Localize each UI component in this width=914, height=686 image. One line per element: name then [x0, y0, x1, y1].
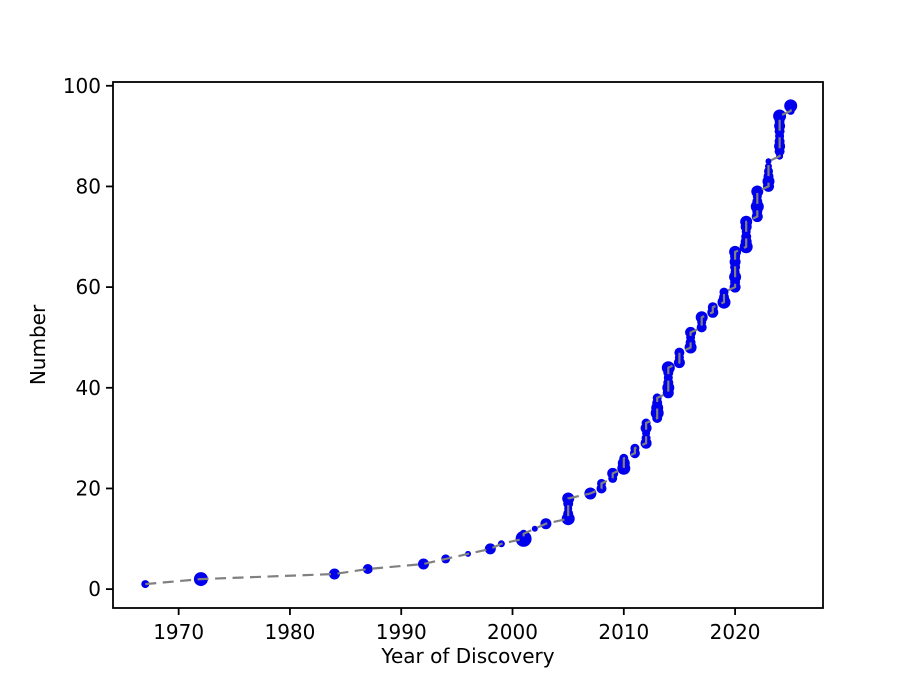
y-tick-label: 20 — [76, 476, 101, 500]
y-axis-label: Number — [26, 304, 50, 385]
data-point — [515, 530, 532, 547]
y-tick-label: 0 — [88, 577, 101, 601]
ticks-layer: 1970 1980 1990 2000 2010 2020 0 20 40 60 80 100 — [63, 74, 761, 644]
data-point — [418, 558, 429, 570]
y-tick-label: 80 — [76, 174, 101, 198]
data-point — [751, 185, 764, 198]
data-point — [362, 564, 373, 574]
scatter-points-layer — [141, 99, 798, 589]
x-tick-label: 1980 — [264, 620, 315, 644]
x-tick-label: 2020 — [710, 620, 761, 644]
y-tick-label: 100 — [63, 74, 101, 98]
trend-dashed-line — [145, 105, 792, 586]
x-axis-label: Year of Discovery — [380, 644, 554, 668]
data-point — [329, 568, 340, 580]
y-tick-label: 40 — [76, 376, 101, 400]
data-point — [765, 158, 772, 165]
y-tick-label: 60 — [76, 275, 101, 299]
x-tick-label: 1990 — [376, 620, 427, 644]
x-tick-label: 2000 — [487, 620, 538, 644]
data-point — [484, 543, 496, 555]
data-point — [674, 347, 685, 358]
data-point — [784, 99, 798, 113]
x-tick-label: 1970 — [153, 620, 204, 644]
data-point — [773, 109, 787, 123]
data-point — [719, 287, 729, 297]
data-point — [531, 525, 538, 532]
x-tick-label: 2010 — [598, 620, 649, 644]
axes-spines — [112, 81, 824, 609]
